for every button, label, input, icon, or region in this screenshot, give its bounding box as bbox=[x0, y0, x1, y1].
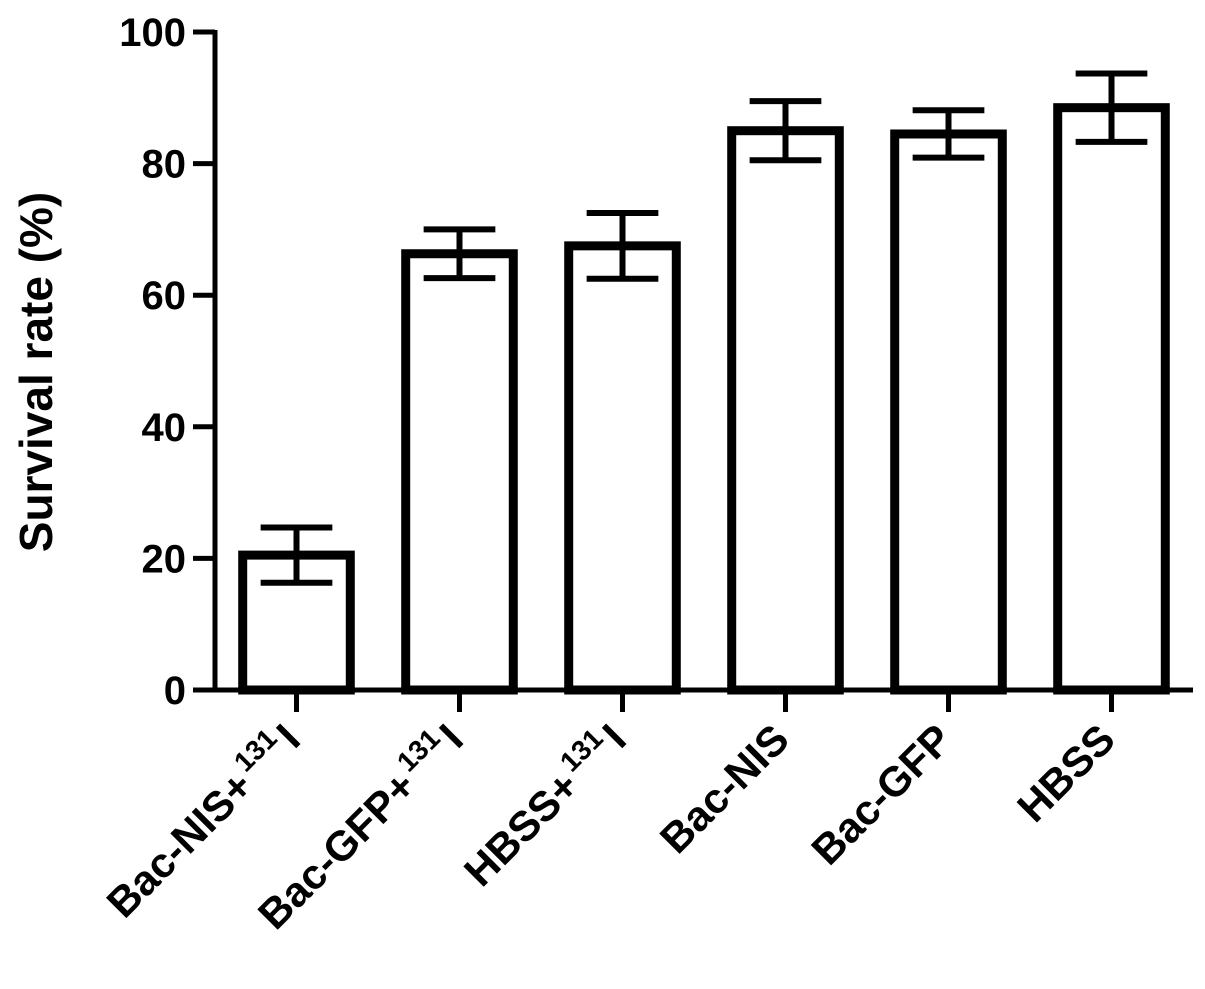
bars-layer bbox=[238, 103, 1170, 695]
y-tick-label: 0 bbox=[164, 669, 186, 713]
y-tick-label: 60 bbox=[142, 274, 187, 318]
bar bbox=[890, 129, 1007, 695]
x-tick-label: Bac-GFP bbox=[802, 715, 961, 874]
y-tick-label: 80 bbox=[142, 143, 187, 187]
bar bbox=[564, 241, 681, 695]
x-tick-label-main: Bac-NIS+ bbox=[97, 762, 261, 926]
x-tick-label-main: Bac-NIS bbox=[651, 715, 798, 862]
x-tick-label-main: Bac-GFP+ bbox=[249, 762, 425, 938]
x-tick-label: Bac-NIS bbox=[651, 715, 798, 862]
bar bbox=[1053, 103, 1170, 695]
y-ticks-layer: 0 20 40 60 80 100 bbox=[119, 11, 215, 713]
x-tick-label-main: Bac-GFP bbox=[802, 715, 961, 874]
bar bbox=[401, 249, 518, 695]
y-axis-title: Survival rate (%) bbox=[10, 192, 62, 552]
y-tick-label: 100 bbox=[119, 11, 186, 55]
x-tick-label: HBSS bbox=[1008, 715, 1124, 831]
bar bbox=[727, 126, 844, 695]
y-tick-label: 40 bbox=[142, 406, 187, 450]
x-tick-label: HBSS+131I bbox=[451, 712, 635, 896]
x-tick-label-main: HBSS bbox=[1008, 715, 1124, 831]
y-tick-label: 20 bbox=[142, 537, 187, 581]
error-bars-layer bbox=[260, 70, 1148, 586]
x-tick-label-main: HBSS+ bbox=[455, 762, 588, 895]
